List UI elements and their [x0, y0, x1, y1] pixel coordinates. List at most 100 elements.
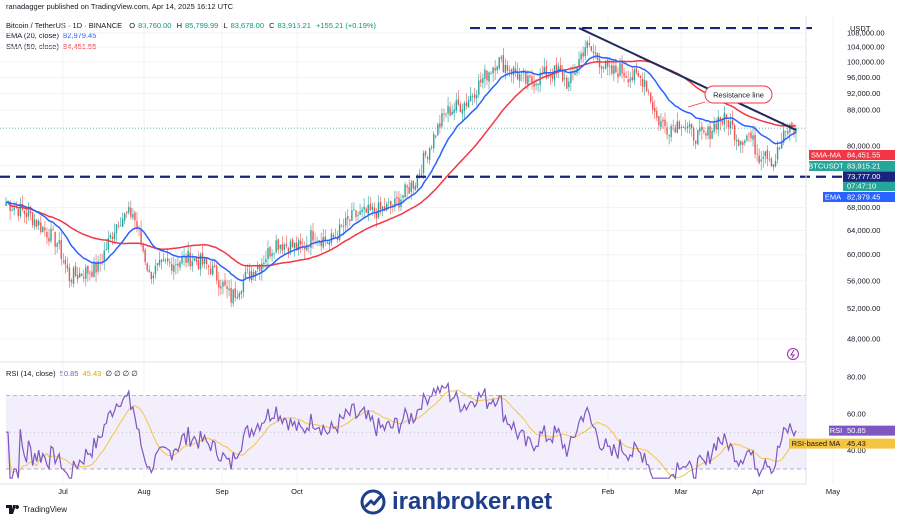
candle-body	[504, 64, 507, 73]
close-value: 83,915.21	[277, 21, 311, 30]
candle-body	[478, 80, 480, 95]
candle-body	[201, 252, 204, 265]
rsi-price-tag-value-box	[843, 425, 895, 436]
candle-body	[584, 47, 586, 57]
candle-body	[733, 124, 736, 141]
candle-body	[508, 70, 511, 71]
candle-body	[297, 240, 300, 251]
tradingview-logo[interactable]: TradingView	[6, 505, 67, 514]
candle-body	[40, 222, 42, 232]
candle-body	[48, 237, 50, 242]
candle-body	[160, 259, 163, 262]
candle-body	[240, 291, 243, 295]
candle-body	[83, 276, 85, 279]
candle-body	[502, 55, 505, 73]
candle-body	[494, 68, 496, 71]
candle-body	[543, 67, 545, 75]
candle-body	[336, 237, 339, 240]
candle-body	[310, 229, 312, 248]
candle-body	[764, 151, 767, 157]
candle-body	[445, 114, 447, 115]
candle-body	[435, 135, 437, 137]
candle-body	[214, 265, 216, 267]
candle-body	[516, 71, 519, 80]
price-tick-label: 104,000.00	[847, 43, 885, 52]
candle-body	[443, 113, 445, 115]
candle-body	[580, 53, 582, 60]
candle-body	[230, 287, 232, 303]
candle-body	[699, 127, 701, 132]
candle-body	[414, 185, 417, 190]
candle-body	[688, 124, 691, 128]
candle-body	[404, 184, 406, 198]
candle-body	[338, 224, 341, 240]
candle-body	[50, 228, 52, 241]
candle-body	[588, 42, 590, 45]
candle-body	[11, 209, 13, 212]
candle-body	[117, 225, 120, 227]
candle-body	[627, 79, 629, 83]
candle-body	[216, 265, 218, 281]
candle-body	[555, 64, 558, 70]
candle-body	[467, 100, 470, 108]
watermark-text: iranbroker.net	[392, 488, 553, 515]
sma-legend[interactable]: SMA (50, close) 84,451.55	[6, 42, 96, 52]
candle-body	[410, 182, 412, 192]
candle-body	[512, 67, 515, 76]
candle-body	[322, 237, 324, 248]
instrument-title: Bitcoin / TetherUS · 1D · BINANCE	[6, 21, 123, 30]
candle-body	[625, 76, 627, 78]
candle-body	[639, 75, 642, 78]
candle-body	[459, 104, 462, 112]
candle-body	[252, 272, 255, 277]
candle-body	[705, 133, 707, 136]
candle-body	[604, 60, 607, 69]
price-tick-label: 100,000.00	[847, 57, 885, 66]
publisher-text: ranadagger published on TradingView.com,…	[6, 2, 234, 11]
time-tick-label: Apr	[752, 487, 764, 496]
rsi-price-tag: RSI 50.85	[829, 425, 895, 436]
candle-body	[690, 123, 693, 129]
candle-body	[686, 126, 689, 129]
candle-body	[762, 156, 764, 159]
candle-body	[570, 72, 572, 83]
candle-body	[514, 68, 517, 74]
candles	[5, 36, 797, 308]
candle-body	[488, 72, 490, 82]
candle-body	[275, 240, 277, 253]
candle-body	[353, 209, 355, 211]
candle-body	[232, 289, 234, 304]
ema-legend-label: EMA (20, close)	[6, 31, 59, 40]
rsi-tick-label: 40.00	[847, 446, 866, 455]
candle-body	[361, 209, 363, 213]
candle-body	[146, 263, 148, 271]
price-tick-label: 48,000.00	[847, 334, 880, 343]
rsi-legend-extra: ∅ ∅ ∅ ∅	[105, 369, 138, 378]
candle-body	[433, 134, 435, 149]
candle-body	[320, 240, 322, 246]
ema-legend[interactable]: EMA (20, close) 82,979.45	[6, 31, 96, 41]
candle-body	[193, 258, 195, 261]
candle-body	[498, 57, 500, 69]
tradingview-logo-text: TradingView	[23, 505, 68, 514]
candle-body	[158, 260, 161, 265]
candle-body	[97, 261, 99, 272]
candle-body	[602, 67, 605, 69]
resistance-trendline	[578, 27, 797, 131]
candle-body	[295, 242, 298, 250]
candle-body	[29, 211, 32, 214]
candle-body	[533, 82, 535, 88]
annotations: Resistance line	[0, 26, 845, 360]
candle-body	[195, 257, 198, 262]
support-price-tag-value-box	[843, 171, 895, 182]
candle-body	[783, 130, 785, 143]
rsi-legend-label: RSI (14, close)	[6, 369, 56, 378]
candle-body	[654, 107, 656, 112]
candle-body	[496, 66, 498, 71]
candle-body	[52, 229, 54, 231]
currency-label: USDT	[850, 24, 871, 33]
rsi-legend[interactable]: RSI (14, close) 50.85 45.43 ∅ ∅ ∅ ∅	[6, 369, 138, 379]
candle-body	[668, 135, 670, 137]
time-tick-label: Sep	[215, 487, 228, 496]
